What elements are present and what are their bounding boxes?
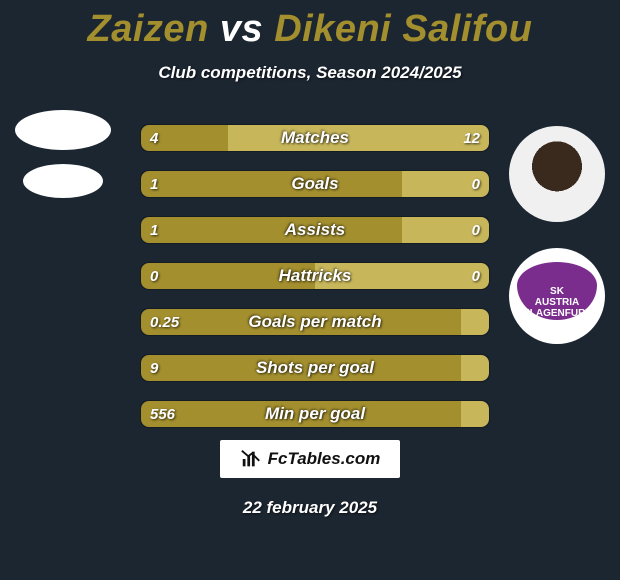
stat-fill-left: [141, 401, 461, 427]
stat-row: Assists10: [140, 216, 490, 244]
stat-track: [140, 124, 490, 152]
stat-row: Goals per match0.25: [140, 308, 490, 336]
stat-row: Shots per goal9: [140, 354, 490, 382]
stat-fill-right: [228, 125, 489, 151]
right-club-badge: [509, 248, 605, 344]
right-player-avatar: [509, 126, 605, 222]
stat-row: Goals10: [140, 170, 490, 198]
stat-fill-right: [461, 309, 489, 335]
brand-badge: FcTables.com: [220, 440, 400, 478]
subtitle: Club competitions, Season 2024/2025: [0, 63, 620, 83]
stat-row: Min per goal556: [140, 400, 490, 428]
bar-chart-icon: [240, 448, 262, 470]
comparison-title: Zaizen vs Dikeni Salifou: [0, 0, 620, 51]
right-player-column: [502, 126, 612, 370]
stat-fill-left: [141, 263, 315, 289]
title-right-name: Dikeni Salifou: [274, 8, 532, 50]
stat-fill-right: [315, 263, 489, 289]
stat-fill-left: [141, 171, 402, 197]
left-player-avatar-placeholder: [15, 110, 111, 150]
stat-track: [140, 170, 490, 198]
stat-track: [140, 308, 490, 336]
stat-row: Hattricks00: [140, 262, 490, 290]
stat-bars: Matches412 Goals10 Assists10 Hattricks00 Goa…: [140, 124, 490, 446]
stat-track: [140, 262, 490, 290]
stat-fill-right: [461, 401, 489, 427]
stat-track: [140, 354, 490, 382]
stat-fill-left: [141, 217, 402, 243]
left-player-column: [8, 110, 118, 198]
stat-track: [140, 216, 490, 244]
stat-fill-right: [402, 217, 489, 243]
stat-fill-right: [461, 355, 489, 381]
stat-row: Matches412: [140, 124, 490, 152]
stat-fill-left: [141, 125, 228, 151]
title-connector: vs: [220, 8, 263, 50]
title-left-name: Zaizen: [88, 8, 209, 50]
stat-fill-left: [141, 355, 461, 381]
brand-text: FcTables.com: [268, 449, 381, 469]
stat-fill-left: [141, 309, 461, 335]
stat-track: [140, 400, 490, 428]
stat-fill-right: [402, 171, 489, 197]
date-text: 22 february 2025: [0, 498, 620, 518]
left-club-badge-placeholder: [23, 164, 103, 198]
